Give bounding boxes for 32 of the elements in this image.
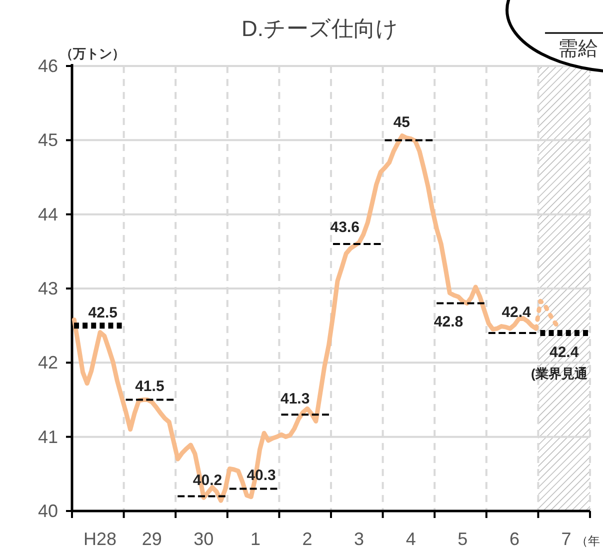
y-tick-label: 45 bbox=[38, 130, 58, 150]
y-tick-label: 41 bbox=[38, 426, 58, 447]
y-axis-title: （万トン） bbox=[60, 46, 125, 61]
y-tick-label: 42 bbox=[38, 352, 58, 373]
data-label: 42.4 bbox=[550, 344, 580, 361]
x-tick-label: 6 bbox=[509, 529, 520, 549]
x-axis-title: （年 bbox=[576, 534, 600, 548]
y-tick-label: 40 bbox=[38, 501, 58, 521]
y-tick-label: 44 bbox=[38, 204, 58, 224]
text: 需給 bbox=[558, 38, 598, 60]
x-tick-label: 5 bbox=[458, 529, 468, 549]
data-label: 43.6 bbox=[330, 219, 360, 236]
data-label: 45 bbox=[393, 114, 410, 132]
y-tick-label: 43 bbox=[38, 278, 58, 298]
data-label: 40.2 bbox=[192, 472, 222, 490]
data-label: 41.5 bbox=[135, 378, 164, 395]
x-tick-label: 29 bbox=[142, 529, 162, 549]
x-tick-label: 4 bbox=[406, 529, 416, 549]
data-label: 42.8 bbox=[434, 313, 464, 330]
chart-title: D.チーズ仕向け bbox=[242, 16, 398, 41]
x-tick-label: 30 bbox=[194, 529, 214, 549]
x-tick-label: H28 bbox=[84, 529, 117, 549]
annotation: (業界見通 bbox=[531, 366, 588, 381]
data-label: 41.3 bbox=[280, 390, 310, 408]
x-tick-label: 3 bbox=[354, 529, 364, 549]
data-label: 42.5 bbox=[88, 304, 118, 322]
y-tick-label: 46 bbox=[38, 56, 58, 76]
x-tick-label: 2 bbox=[302, 529, 312, 549]
x-tick-label: 7 bbox=[561, 529, 572, 549]
data-label: 40.3 bbox=[246, 466, 276, 484]
x-tick-label: 1 bbox=[250, 529, 260, 549]
data-label: 42.4 bbox=[502, 304, 532, 321]
